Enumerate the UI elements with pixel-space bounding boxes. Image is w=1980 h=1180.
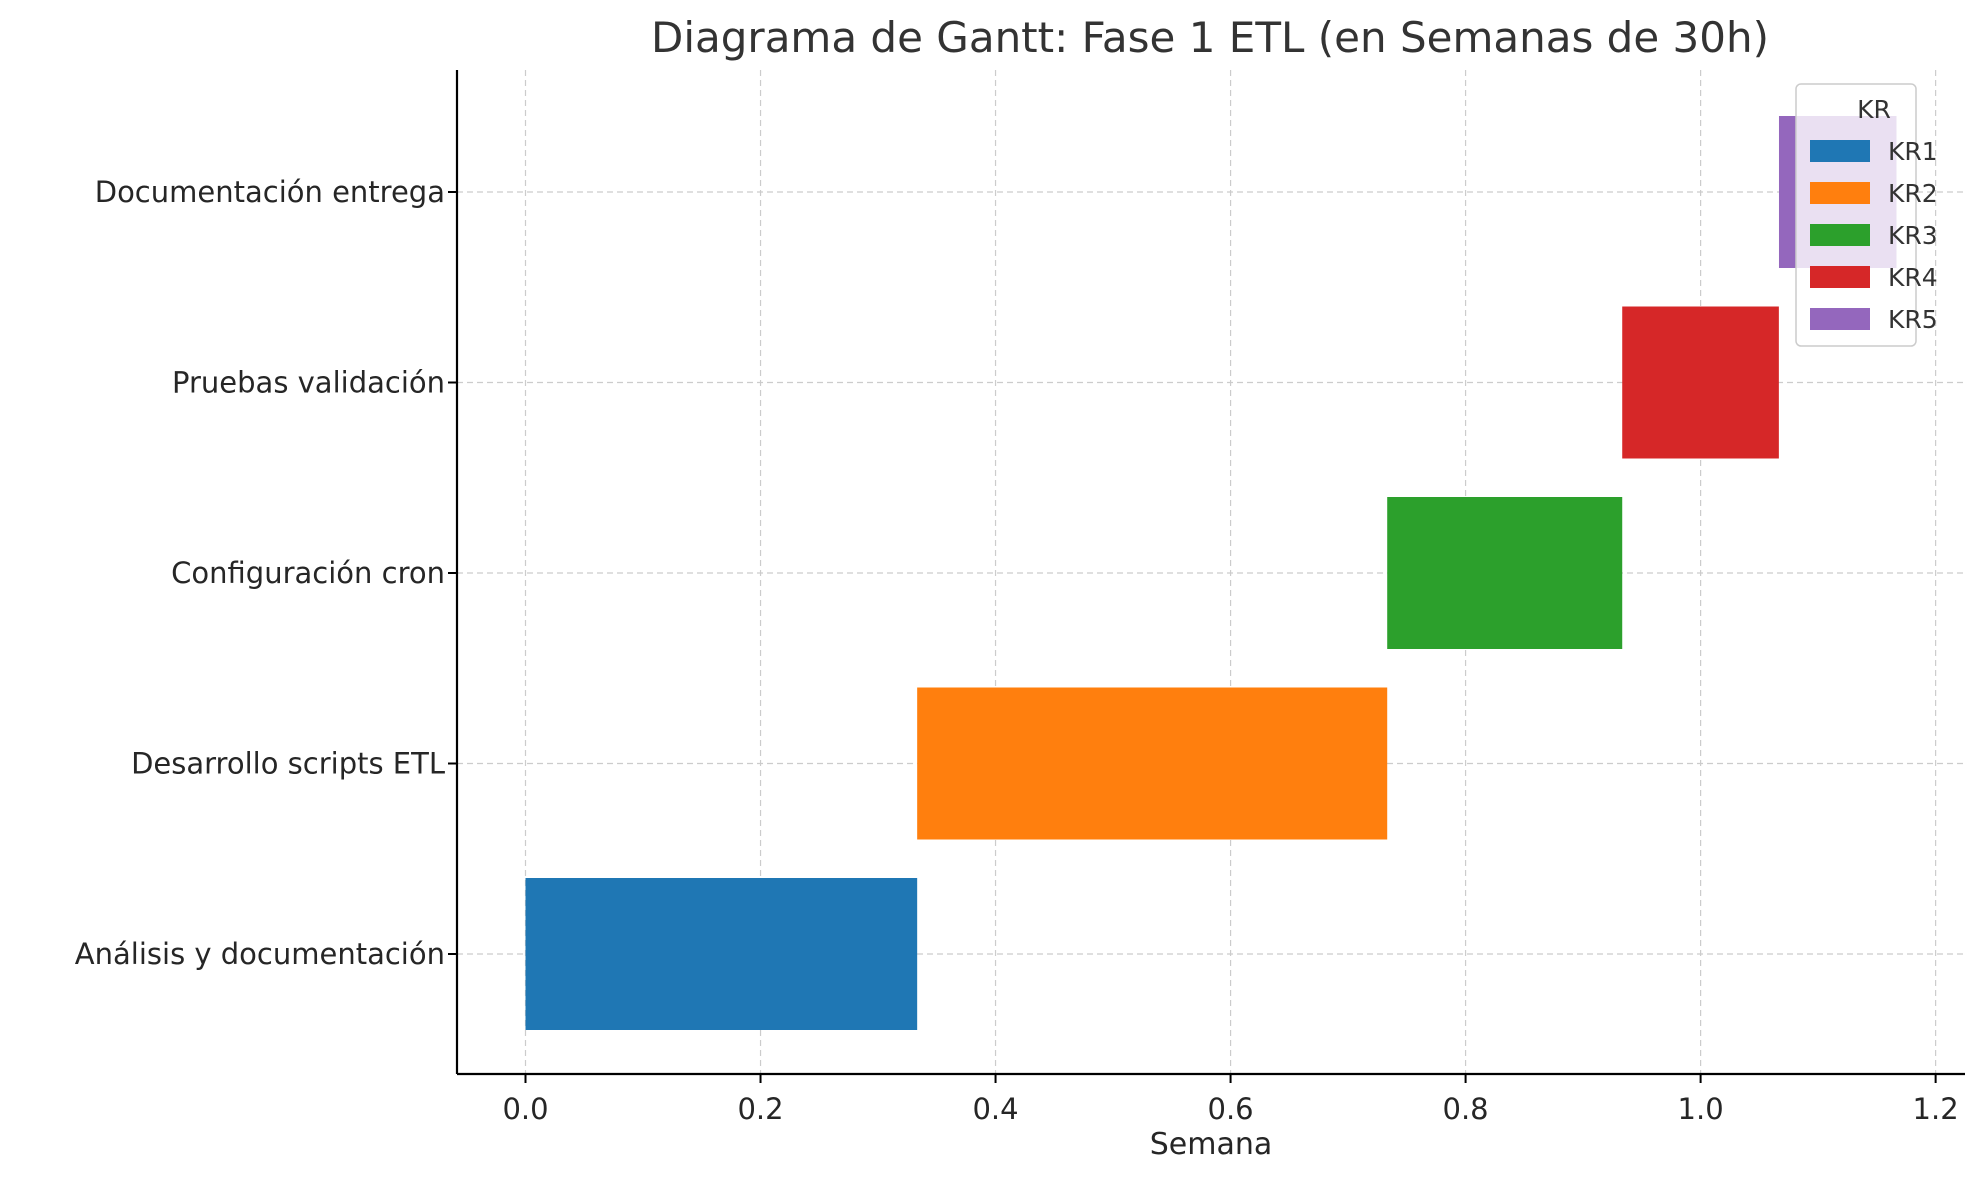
y-tick-label: Documentación entrega: [95, 175, 445, 209]
x-tick-label: 0.6: [1208, 1092, 1254, 1126]
x-tick-label: 1.0: [1678, 1092, 1724, 1126]
x-tick-label: 0.8: [1443, 1092, 1489, 1126]
y-tick-label: Pruebas validación: [172, 366, 445, 400]
x-axis-label: Semana: [1150, 1127, 1273, 1162]
legend: KR KR1 KR2 KR3 KR4 KR5: [1795, 83, 1938, 347]
task-bar: [1387, 497, 1623, 649]
legend-label: KR1: [1888, 137, 1938, 166]
chart-title: Diagrama de Gantt: Fase 1 ETL (en Semana…: [651, 13, 1769, 62]
y-tick-label: Desarrollo scripts ETL: [131, 747, 445, 781]
legend-swatch: [1810, 224, 1870, 246]
x-tick-label: 0.0: [502, 1092, 548, 1126]
legend-swatch: [1810, 266, 1870, 288]
legend-swatch: [1810, 182, 1870, 204]
task-bar: [525, 878, 918, 1030]
x-tick-label: 0.4: [972, 1092, 1018, 1126]
x-tick-label: 0.2: [737, 1092, 783, 1126]
legend-swatch: [1810, 308, 1870, 330]
y-tick-label: Configuración cron: [171, 556, 445, 590]
legend-label: KR3: [1888, 221, 1938, 250]
legend-swatch: [1810, 140, 1870, 162]
legend-label: KR4: [1888, 263, 1938, 292]
task-bar: [1622, 306, 1779, 459]
x-axis-ticks: 0.0 0.2 0.4 0.6 0.8 1.0 1.2: [502, 1074, 1959, 1126]
legend-title: KR: [1857, 95, 1891, 124]
task-bars: [525, 116, 1897, 1030]
x-tick-label: 1.2: [1913, 1092, 1959, 1126]
legend-label: KR2: [1888, 179, 1938, 208]
legend-label: KR5: [1888, 305, 1938, 334]
y-tick-label: Análisis y documentación: [75, 937, 445, 971]
y-axis-ticks: Análisis y documentación Desarrollo scrip…: [75, 175, 457, 971]
task-bar: [917, 687, 1388, 840]
